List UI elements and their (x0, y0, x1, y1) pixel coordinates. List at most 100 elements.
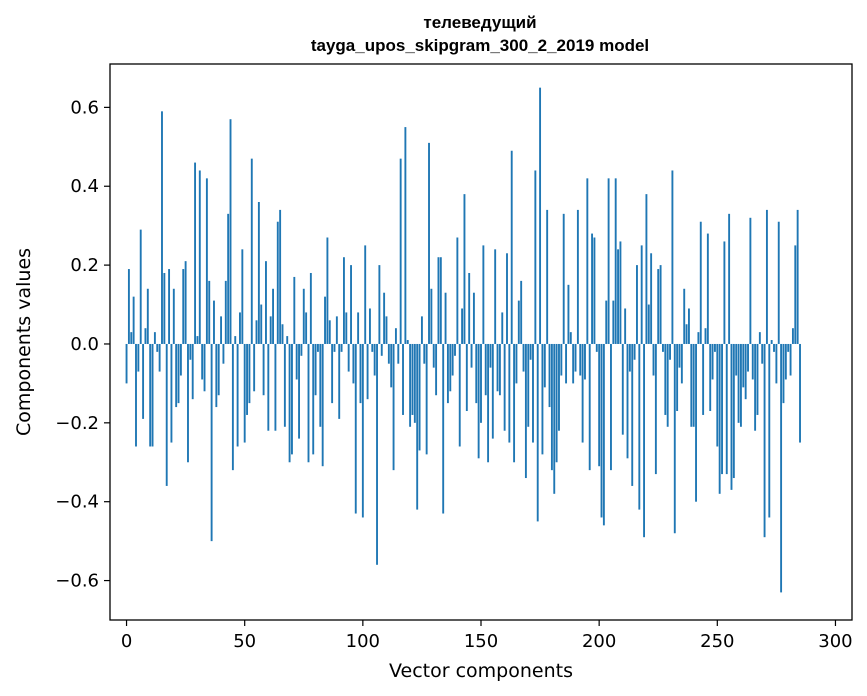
bar (305, 312, 308, 344)
bar (253, 343, 256, 392)
bar (617, 249, 619, 344)
bar (428, 142, 430, 344)
bar (432, 343, 435, 368)
bar (352, 343, 355, 384)
bar (744, 343, 747, 400)
bar (187, 343, 189, 463)
bar (430, 288, 433, 344)
bar (222, 343, 225, 364)
bar (137, 343, 140, 372)
bar (643, 343, 645, 538)
bar (373, 343, 376, 376)
bar (780, 343, 783, 593)
bar (558, 343, 560, 431)
bar (605, 300, 608, 344)
bar (652, 343, 655, 376)
bar (135, 343, 137, 447)
bar (347, 343, 350, 372)
bar (293, 276, 296, 344)
x-tick-label: 0 (121, 631, 132, 652)
bar (456, 237, 459, 344)
bar (286, 336, 289, 344)
bar (177, 343, 180, 404)
bar (345, 312, 348, 344)
bar (621, 343, 624, 435)
bar (182, 269, 185, 344)
bar (409, 343, 412, 427)
bar (598, 343, 601, 467)
bar (770, 340, 773, 344)
bar (747, 343, 749, 372)
y-axis-label: Components values (13, 248, 35, 436)
bar (654, 343, 657, 475)
bar (357, 312, 360, 344)
bar (338, 343, 341, 419)
bar (721, 343, 723, 475)
bar (217, 343, 220, 396)
bar (350, 265, 352, 344)
bar (326, 237, 329, 344)
bar (359, 343, 362, 404)
bar (425, 343, 428, 455)
bar (579, 343, 582, 376)
bar (151, 343, 154, 447)
y-tick-label: −0.6 (55, 571, 99, 592)
bar (236, 343, 239, 447)
bar (413, 343, 416, 423)
bar (130, 332, 133, 344)
bar (295, 343, 298, 380)
bar (472, 292, 475, 344)
bar (165, 343, 168, 486)
bar (508, 343, 511, 443)
bar (475, 343, 478, 404)
y-tick-label: 0.2 (70, 255, 99, 276)
bar (676, 343, 679, 412)
bar (799, 343, 801, 443)
x-tick-label: 200 (582, 631, 616, 652)
bar (241, 249, 244, 344)
bar (229, 119, 232, 344)
bar (695, 343, 697, 502)
bar (156, 343, 159, 352)
bar (321, 343, 324, 467)
bar (442, 343, 445, 514)
bar (607, 178, 610, 344)
bar (276, 221, 279, 344)
bar (319, 343, 322, 427)
bar (399, 158, 402, 344)
bar (376, 343, 378, 565)
bar (489, 343, 492, 368)
bar (546, 209, 549, 344)
bar (593, 237, 596, 344)
bar (300, 343, 303, 356)
bar (666, 343, 669, 427)
chart-subtitle: tayga_upos_skipgram_300_2_2019 model (311, 36, 649, 55)
bar (768, 343, 771, 518)
bar (161, 111, 163, 344)
bar (702, 343, 705, 415)
y-tick-label: 0.6 (70, 97, 99, 118)
bar (789, 343, 792, 376)
bar (688, 308, 690, 344)
bar (756, 343, 759, 415)
bar (501, 312, 504, 344)
bar (553, 343, 556, 494)
bar (482, 245, 485, 344)
bar (562, 213, 565, 344)
bar (354, 343, 357, 514)
bar (397, 343, 400, 364)
bar (324, 296, 326, 344)
bar (716, 343, 719, 447)
bar (647, 304, 650, 344)
bar (638, 343, 641, 510)
bar (690, 343, 693, 427)
bar (283, 343, 286, 427)
bar (333, 343, 336, 352)
bar (718, 343, 721, 494)
bar (139, 229, 142, 344)
bar (309, 272, 312, 344)
bar (496, 343, 499, 392)
bar (777, 221, 780, 344)
bar (782, 343, 785, 404)
